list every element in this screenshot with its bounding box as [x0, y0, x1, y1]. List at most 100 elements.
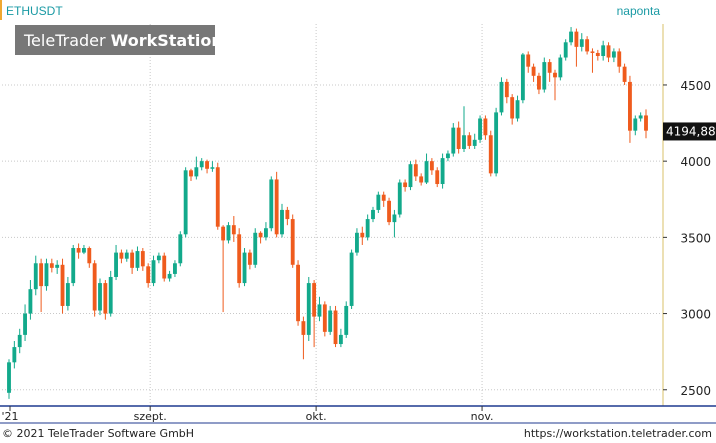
- candle: [542, 57, 547, 93]
- candle: [435, 167, 440, 188]
- candle-body: [558, 57, 563, 78]
- y-tick-label: 4500: [680, 79, 711, 93]
- footer-link[interactable]: https://workstation.teletrader.com: [523, 427, 712, 440]
- candle-body: [360, 232, 365, 238]
- candle: [269, 176, 274, 232]
- watermark-text: TeleTrader WorkStation: [23, 31, 223, 50]
- candle: [87, 246, 92, 268]
- candle: [563, 39, 568, 61]
- candle: [140, 248, 145, 271]
- candle: [397, 179, 402, 218]
- candle-body: [189, 170, 193, 177]
- candle-body: [429, 161, 434, 171]
- x-tick-label: nov.: [471, 410, 494, 423]
- candle: [151, 255, 156, 287]
- candle-body: [531, 66, 536, 76]
- candle-body: [317, 304, 322, 317]
- candle-body: [194, 167, 199, 177]
- candle: [446, 150, 450, 162]
- candle-body: [65, 283, 70, 306]
- candle: [189, 168, 193, 181]
- candle-body: [146, 266, 151, 284]
- candle: [392, 209, 397, 238]
- candle: [488, 130, 493, 177]
- candle: [520, 52, 525, 104]
- candle: [403, 179, 408, 192]
- y-axis: 2500 3000 3500 4000 4500: [663, 79, 711, 398]
- candle-body: [151, 260, 156, 284]
- candle-body: [462, 135, 466, 149]
- candle: [71, 244, 76, 287]
- candle-body: [569, 31, 573, 43]
- candle-body: [87, 248, 92, 264]
- candle-body: [585, 39, 590, 52]
- candle-body: [285, 209, 290, 220]
- candle: [360, 226, 365, 245]
- candle: [644, 109, 648, 139]
- candle-body: [199, 161, 204, 168]
- candle-body: [55, 264, 60, 268]
- candle: [494, 107, 499, 177]
- symbol-marker: [0, 0, 2, 20]
- candle-body: [210, 167, 215, 169]
- y-tick-label: 4000: [680, 155, 711, 169]
- candle: [65, 276, 70, 311]
- interval-label[interactable]: naponta: [617, 4, 661, 18]
- candle: [526, 51, 531, 73]
- candle-body: [135, 251, 140, 268]
- candle: [531, 63, 536, 82]
- candle: [7, 359, 11, 399]
- candle-body: [103, 283, 108, 314]
- candle: [504, 78, 509, 104]
- candle: [462, 106, 466, 153]
- candle-body: [114, 252, 118, 277]
- candle: [124, 249, 129, 262]
- candle-body: [526, 54, 531, 67]
- candle-body: [33, 263, 38, 290]
- candle: [205, 159, 209, 174]
- candle: [194, 156, 199, 180]
- candle: [419, 173, 424, 186]
- candle-body: [119, 252, 124, 259]
- candle: [103, 280, 108, 320]
- candle: [376, 191, 381, 213]
- candle: [456, 121, 461, 154]
- candle: [285, 206, 290, 226]
- candle-body: [39, 263, 44, 287]
- candle-body: [638, 115, 643, 119]
- watermark-box: [15, 25, 215, 55]
- candle-body: [71, 248, 76, 284]
- candle-body: [371, 209, 375, 220]
- candle: [349, 249, 354, 309]
- y-tick-label: 2500: [680, 384, 711, 398]
- y-tick-label: 3000: [680, 308, 711, 322]
- candle: [483, 115, 488, 140]
- candle: [210, 161, 215, 172]
- candle: [467, 132, 472, 149]
- candle-body: [264, 228, 268, 238]
- candle: [173, 260, 177, 277]
- candle-body: [333, 310, 338, 345]
- last-value-text: 4194,88: [666, 124, 716, 138]
- candle: [98, 278, 102, 316]
- candle-body: [499, 81, 504, 113]
- candle: [317, 296, 322, 322]
- candle-body: [488, 135, 493, 174]
- candle-body: [515, 100, 520, 119]
- candle: [451, 123, 456, 157]
- candle-body: [622, 66, 627, 82]
- candle-body: [242, 252, 247, 284]
- candle: [39, 258, 44, 313]
- candle: [28, 280, 33, 320]
- copyright-text: © 2021 TeleTrader Software GmbH: [2, 427, 195, 440]
- candle: [242, 248, 247, 287]
- candle-body: [633, 118, 638, 131]
- candle: [60, 258, 65, 314]
- candle-body: [162, 255, 167, 279]
- candle: [344, 301, 349, 338]
- candle-body: [419, 176, 424, 183]
- candle: [108, 270, 113, 317]
- candle: [628, 75, 632, 143]
- symbol-label[interactable]: ETHUSDT: [6, 4, 63, 18]
- candle: [167, 270, 172, 282]
